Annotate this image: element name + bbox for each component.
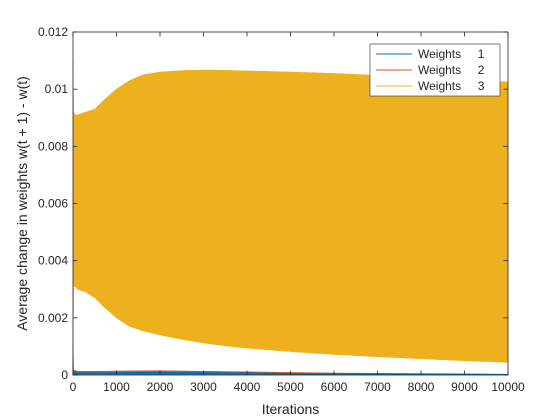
y-tick-label: 0.004 (38, 254, 68, 268)
x-axis-label: Iterations (262, 401, 320, 417)
y-axis-label: Average change in weights w(t + 1) - w(t… (14, 76, 30, 331)
series-band-3 (72, 60, 509, 376)
y-tick-label: 0.012 (38, 25, 68, 39)
x-tick-label: 10000 (491, 380, 525, 394)
y-axis-ticks: 0 0.002 0.004 0.006 0.008 0.01 0.012 (38, 25, 508, 382)
x-axis-ticks: 0 1000 2000 3000 4000 5000 6000 7000 8000 9000 100… (70, 32, 525, 394)
x-tick-label: 8000 (408, 380, 435, 394)
x-tick-label: 9000 (451, 380, 478, 394)
x-tick-label: 4000 (234, 380, 261, 394)
x-tick-label: 7000 (364, 380, 391, 394)
y-tick-label: 0.002 (38, 311, 68, 325)
x-tick-label: 6000 (321, 380, 348, 394)
legend-label-3: Weights 3 (418, 79, 485, 93)
x-tick-label: 2000 (147, 380, 174, 394)
x-tick-label: 3000 (190, 380, 217, 394)
legend: Weights 1 Weights 2 Weights 3 (369, 43, 501, 97)
y-tick-label: 0.006 (38, 197, 68, 211)
y-tick-label: 0 (61, 368, 68, 382)
x-tick-label: 5000 (277, 380, 304, 394)
x-tick-label: 0 (70, 380, 77, 394)
legend-label-1: Weights 1 (418, 47, 485, 61)
y-tick-label: 0.01 (45, 82, 69, 96)
legend-label-2: Weights 2 (418, 63, 485, 77)
series-layer (72, 60, 509, 376)
y-tick-label: 0.008 (38, 139, 68, 153)
x-tick-label: 1000 (103, 380, 130, 394)
